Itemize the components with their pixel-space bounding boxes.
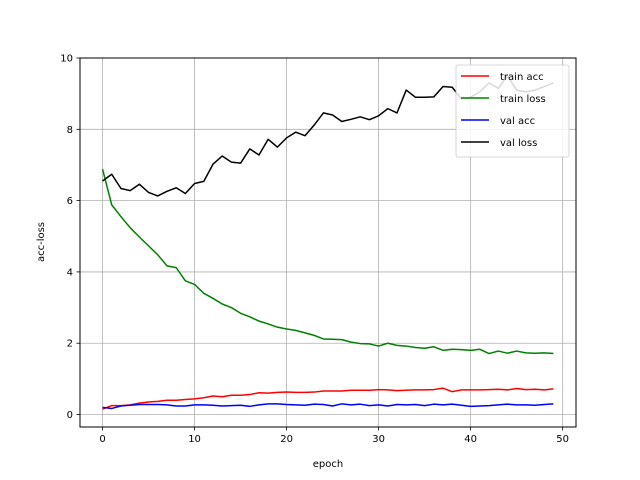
series-line-val-acc	[102, 403, 554, 410]
y-tick-label: 6	[67, 196, 73, 207]
series-lines	[101, 75, 554, 410]
x-tick-label: 20	[280, 434, 293, 445]
y-ticks: 0 2 4 6 8 10	[60, 54, 80, 421]
y-tick-label: 2	[67, 339, 73, 350]
y-tick-label: 0	[67, 410, 73, 421]
x-tick-label: 40	[464, 434, 477, 445]
y-tick-label: 10	[60, 54, 73, 65]
legend-entry: val acc	[500, 116, 535, 127]
legend-box	[455, 64, 570, 158]
x-tick-label: 0	[99, 434, 105, 445]
series-line-train-acc	[102, 387, 554, 410]
plot-frame	[79, 57, 577, 428]
y-tick-label: 8	[67, 125, 73, 136]
y-axis-label: acc-loss	[36, 222, 47, 262]
y-tick-label: 4	[67, 267, 73, 278]
x-ticks: 0 10 20 30 40 50	[99, 427, 569, 445]
x-tick-label: 50	[556, 434, 569, 445]
x-axis-label: epoch	[313, 459, 343, 470]
legend-entry: train acc	[500, 72, 544, 83]
legend-entry: val loss	[500, 138, 537, 149]
series-line-train-loss	[101, 169, 554, 355]
x-tick-label: 10	[188, 434, 201, 445]
legend-entry: train loss	[500, 94, 546, 105]
x-tick-label: 30	[372, 434, 385, 445]
legend: train acc train loss val acc val loss	[455, 64, 570, 158]
